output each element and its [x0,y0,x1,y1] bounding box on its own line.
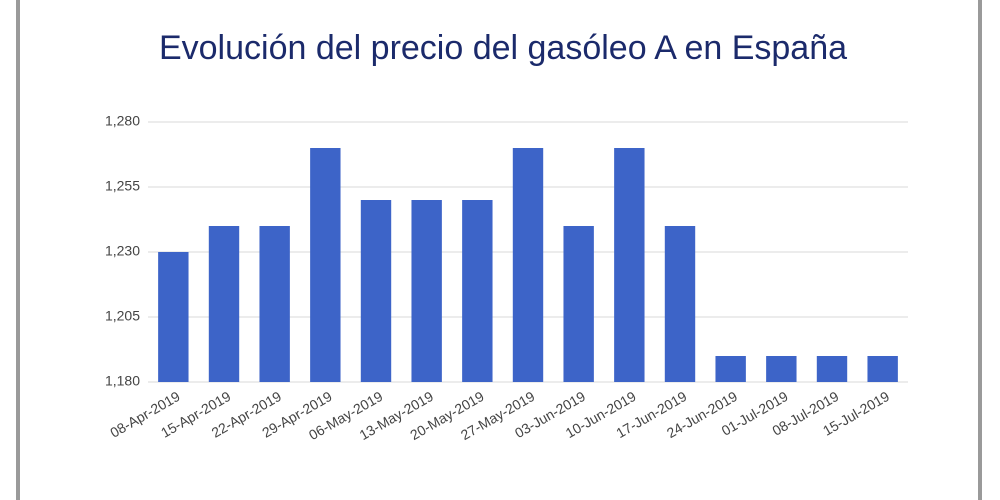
bar [614,148,645,382]
bar [766,356,797,382]
bar [208,226,240,382]
bar [715,356,746,382]
bar [259,226,290,382]
bar [867,356,898,382]
bar [411,200,442,382]
chart-title: Evolución del precio del gasóleo A en Es… [159,29,847,67]
bar [563,226,594,382]
y-tick-label: 1,280 [105,113,140,129]
bar [158,252,189,382]
bar [664,226,696,382]
frame-right [978,0,982,500]
y-tick-label: 1,230 [105,243,140,259]
bar [360,200,392,382]
bar [512,148,544,382]
frame-left [16,0,20,500]
bar [816,356,848,382]
bar [462,200,493,382]
y-tick-label: 1,255 [105,178,140,194]
bar [310,148,341,382]
y-tick-label: 1,205 [105,308,140,324]
y-tick-label: 1,180 [105,373,140,389]
